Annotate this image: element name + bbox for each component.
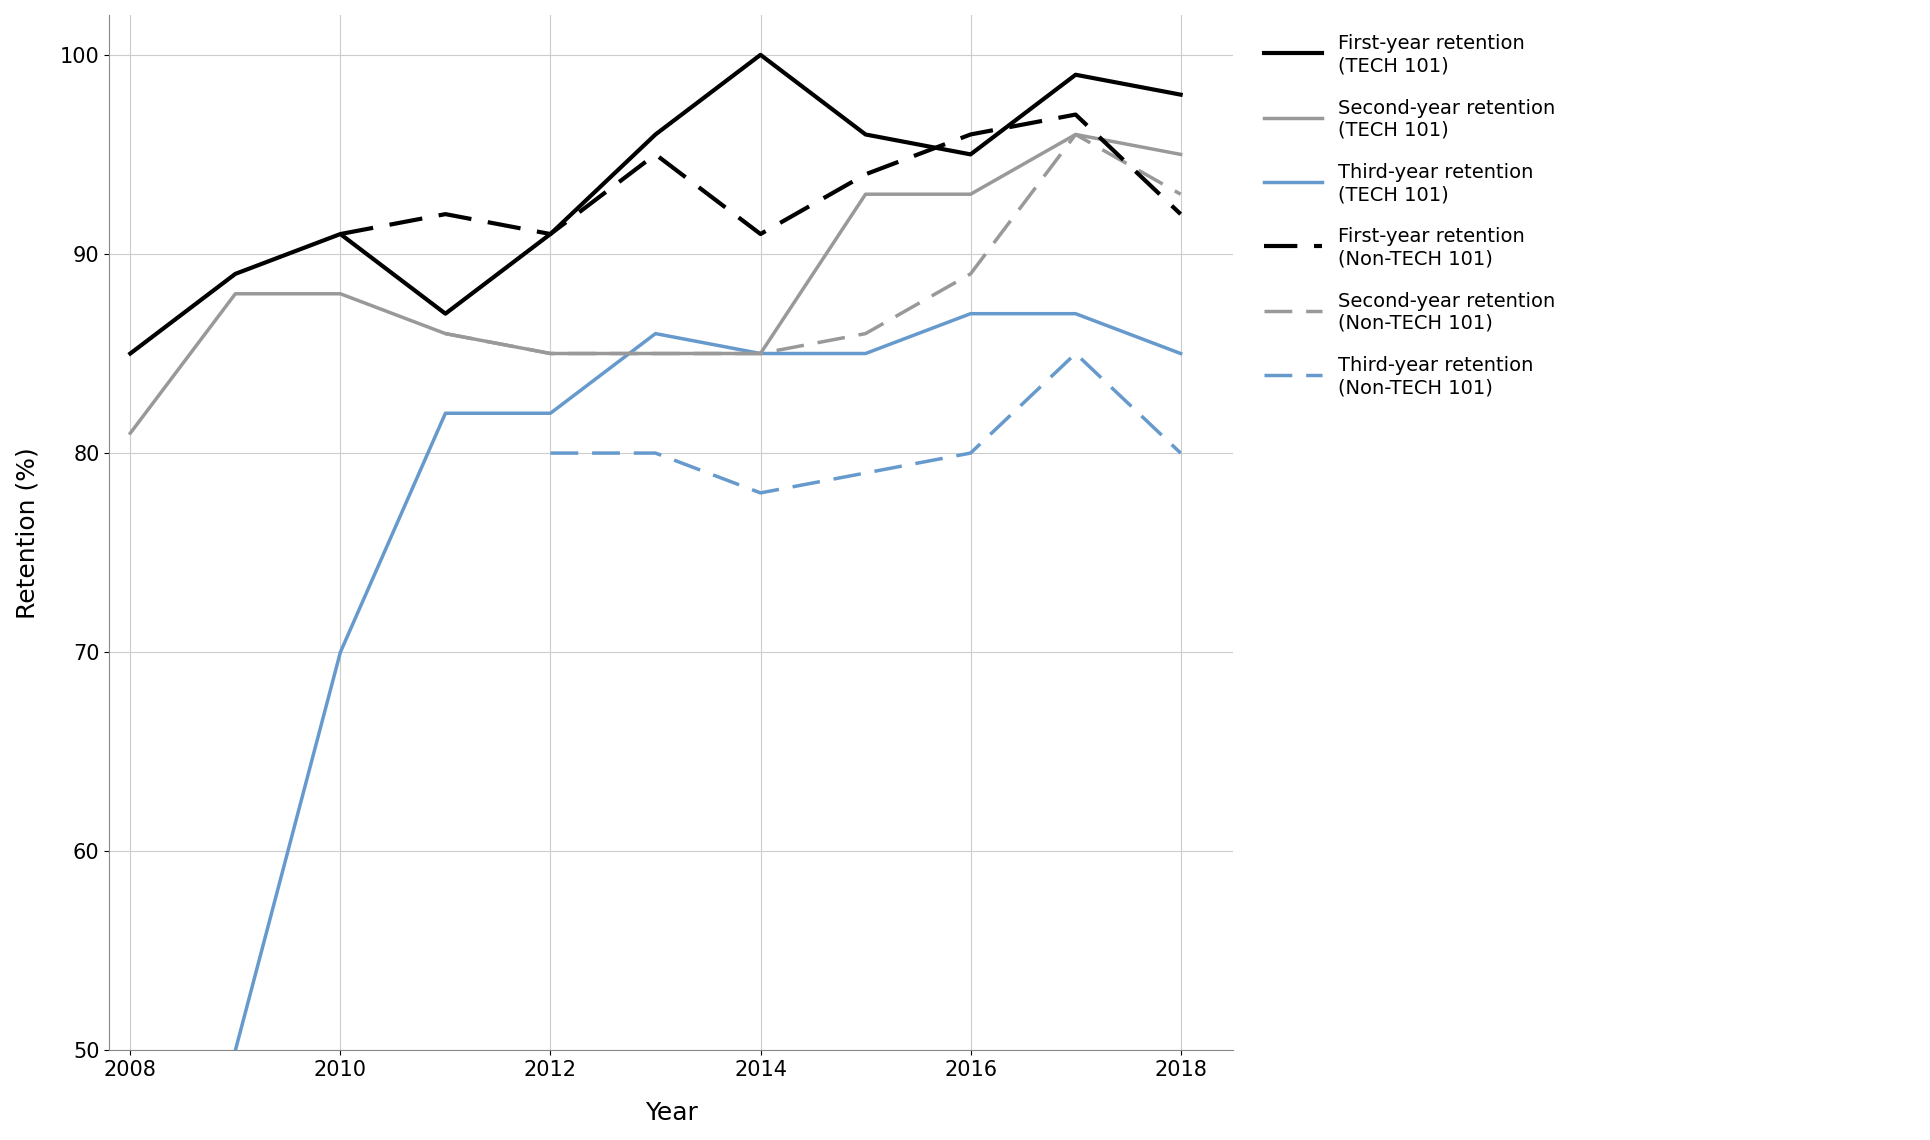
X-axis label: Year: Year bbox=[645, 1101, 697, 1125]
Y-axis label: Retention (%): Retention (%) bbox=[15, 447, 39, 619]
Legend: First-year retention
(TECH 101), Second-year retention
(TECH 101), Third-year re: First-year retention (TECH 101), Second-… bbox=[1253, 25, 1563, 407]
